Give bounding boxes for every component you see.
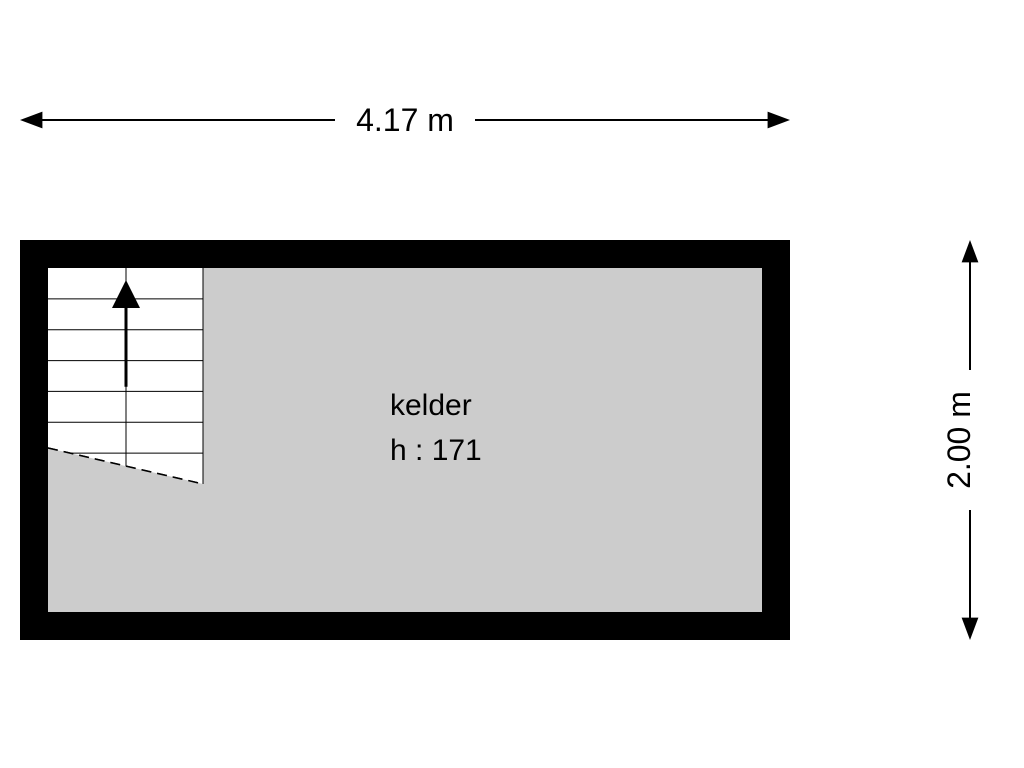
- dim-v-label: 2.00 m: [941, 391, 977, 489]
- room-name-label: kelder: [390, 389, 472, 422]
- room-height-label: h : 171: [390, 434, 482, 467]
- dim-h-label: 4.17 m: [356, 102, 454, 138]
- floorplan-diagram: kelder h : 171 4.17 m 2.00 m: [0, 0, 1024, 768]
